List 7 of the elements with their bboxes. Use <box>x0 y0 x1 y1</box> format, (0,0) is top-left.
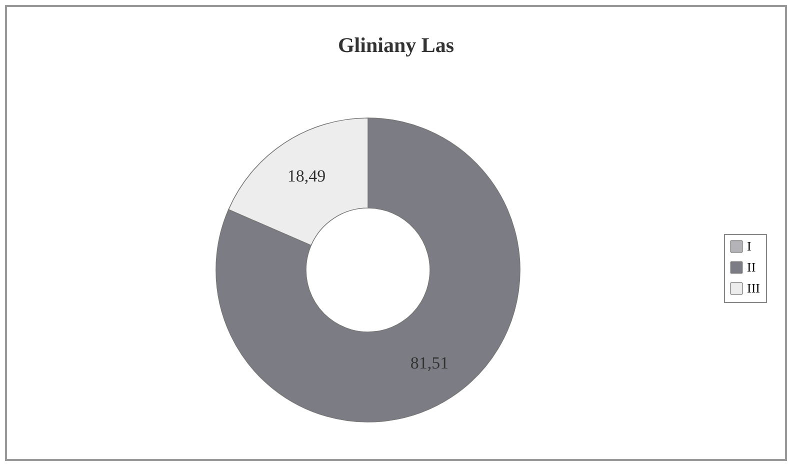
data-label: 81,51 <box>410 354 449 373</box>
donut-slice <box>216 118 520 422</box>
chart-title: Gliniany Las <box>338 33 454 57</box>
legend-label: III <box>747 280 760 296</box>
legend-label: I <box>747 238 752 254</box>
data-label: 18,49 <box>287 166 326 186</box>
legend-label: II <box>747 260 756 274</box>
